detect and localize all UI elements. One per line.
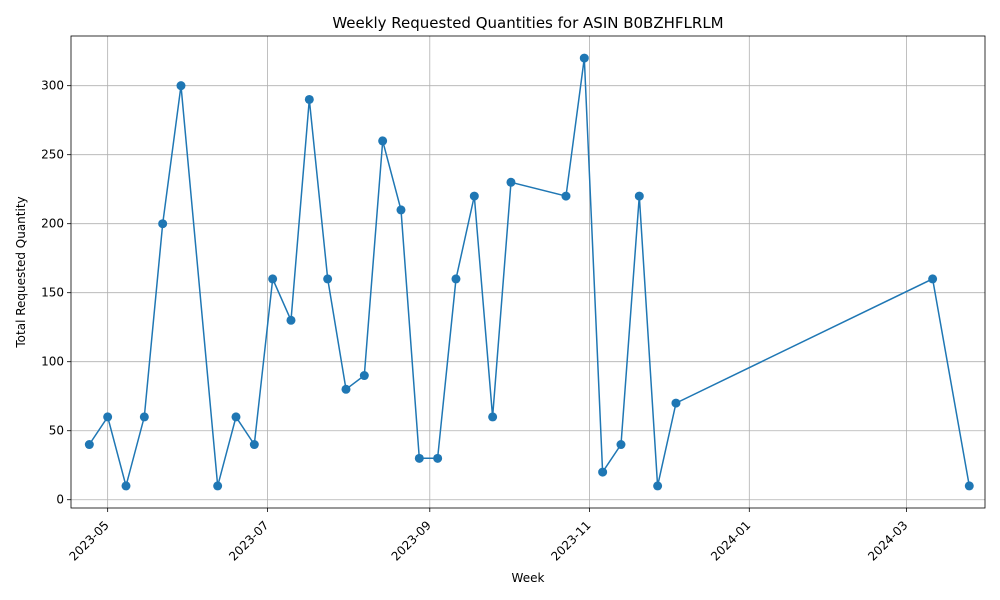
- data-point: [506, 177, 516, 187]
- data-point: [396, 205, 406, 215]
- y-axis-title: Total Requested Quantity: [14, 196, 28, 348]
- data-point: [158, 219, 168, 229]
- data-point: [249, 440, 259, 450]
- y-tick-label: 0: [56, 493, 64, 507]
- data-point: [653, 481, 663, 491]
- data-point: [469, 191, 479, 201]
- data-point: [103, 412, 113, 422]
- data-point: [323, 274, 333, 284]
- y-tick-label: 200: [41, 217, 64, 231]
- y-tick-label: 300: [41, 79, 64, 93]
- y-axis-ticks: 0 50 100 150 200 250 300: [41, 79, 71, 507]
- data-point: [928, 274, 938, 284]
- data-point: [964, 481, 974, 491]
- data-point: [213, 481, 223, 491]
- data-point: [286, 315, 296, 325]
- data-point: [671, 398, 681, 408]
- data-point: [634, 191, 644, 201]
- data-point: [378, 136, 388, 146]
- x-axis-title: Week: [512, 571, 545, 585]
- y-tick-label: 50: [49, 424, 64, 438]
- grid-lines: [71, 36, 985, 508]
- chart-title: Weekly Requested Quantities for ASIN B0B…: [332, 14, 723, 32]
- data-point: [231, 412, 241, 422]
- data-point: [598, 467, 608, 477]
- plot-area-frame: [70, 35, 986, 509]
- data-point: [359, 371, 369, 381]
- data-point: [414, 453, 424, 463]
- data-point: [433, 453, 443, 463]
- data-point: [84, 440, 94, 450]
- data-point: [304, 94, 314, 104]
- data-point: [121, 481, 131, 491]
- data-point: [341, 384, 351, 394]
- series-points: [84, 53, 974, 491]
- y-tick-label: 100: [41, 355, 64, 369]
- data-point: [616, 440, 626, 450]
- data-point: [139, 412, 149, 422]
- data-point: [268, 274, 278, 284]
- data-point: [579, 53, 589, 63]
- data-point: [451, 274, 461, 284]
- y-tick-label: 150: [41, 286, 64, 300]
- data-point: [561, 191, 571, 201]
- series-line: [88, 58, 971, 489]
- data-point: [488, 412, 498, 422]
- data-point: [176, 81, 186, 91]
- y-tick-label: 250: [41, 148, 64, 162]
